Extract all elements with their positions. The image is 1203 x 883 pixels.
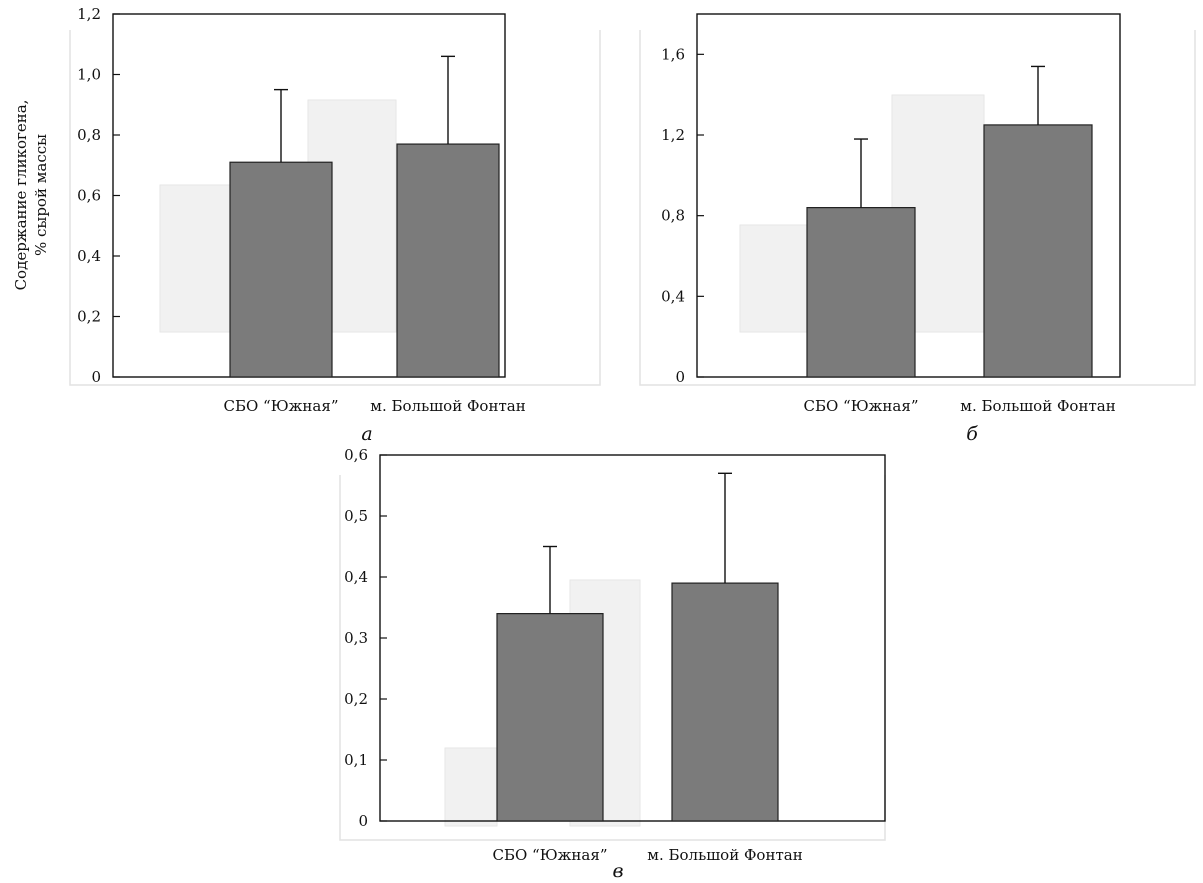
y-tick-label: 0,6	[77, 187, 101, 205]
y-tick-label: 0	[91, 368, 101, 386]
y-tick-label: 0	[675, 368, 685, 386]
panel-label-c: в	[612, 860, 623, 882]
chart-panel-c: 0 0,1 0,2 0,3 0,4 0,5 0,6 СБО “Южная” м. Большой…	[339, 446, 886, 882]
y-tick-label: 1,2	[661, 126, 685, 144]
y-tick-label: 0,8	[661, 207, 685, 225]
plot-b-marks: 0 0,4 0,8 1,2 1,6 СБО “Южная” м. Большой Фонта…	[661, 13, 1121, 415]
chart-panel-a: Содержание гликогена, % сырой массы 0 0,2…	[12, 5, 601, 445]
category-label-1: СБО “Южная”	[803, 397, 918, 415]
plot-c-marks: 0 0,1 0,2 0,3 0,4 0,5 0,6 СБО “Южная” м. Большой…	[344, 446, 886, 864]
bar-1	[229, 161, 333, 378]
category-label-2: м. Большой Фонтан	[370, 397, 525, 415]
y-tick-label: 0,4	[344, 568, 368, 586]
chart-panel-b: 0 0,4 0,8 1,2 1,6 СБО “Южная” м. Большой Фонта…	[639, 13, 1196, 445]
y-tick-label: 0,4	[661, 287, 685, 305]
y-tick-label: 1,6	[661, 45, 685, 63]
y-tick-label: 1,0	[77, 66, 101, 84]
y-tick-label: 1,2	[77, 5, 101, 23]
y-tick-label: 0	[358, 812, 368, 830]
category-label-1: СБО “Южная”	[492, 846, 607, 864]
ghost-background	[69, 30, 601, 386]
y-tick-label: 0,5	[344, 507, 368, 525]
y-tick-label: 0,4	[77, 247, 101, 265]
bar-1	[496, 613, 604, 822]
y-tick-label: 0,8	[77, 126, 101, 144]
ghost-background	[639, 30, 1196, 386]
plot-a-marks: 0 0,2 0,4 0,6 0,8 1,0 1,2 СБО “Южная” м. Большой…	[77, 5, 526, 415]
y-tick-label: 0,1	[344, 751, 368, 769]
category-label-2: м. Большой Фонтан	[960, 397, 1115, 415]
ghost-background	[339, 475, 886, 841]
category-label-2: м. Большой Фонтан	[647, 846, 802, 864]
bar-1	[806, 207, 916, 378]
y-axis-label-line-2: % сырой массы	[32, 134, 50, 256]
y-tick-label: 0,2	[344, 690, 368, 708]
y-tick-label: 0,3	[344, 629, 368, 647]
y-axis-label-line-1: Содержание гликогена,	[12, 100, 30, 291]
panel-label-b: б	[966, 423, 978, 445]
y-tick-label: 0,2	[77, 308, 101, 326]
bar-2	[671, 582, 779, 822]
bar-2	[396, 143, 500, 378]
bar-2	[983, 124, 1093, 378]
panel-label-a: а	[361, 423, 372, 445]
category-label-1: СБО “Южная”	[223, 397, 338, 415]
y-tick-label: 0,6	[344, 446, 368, 464]
